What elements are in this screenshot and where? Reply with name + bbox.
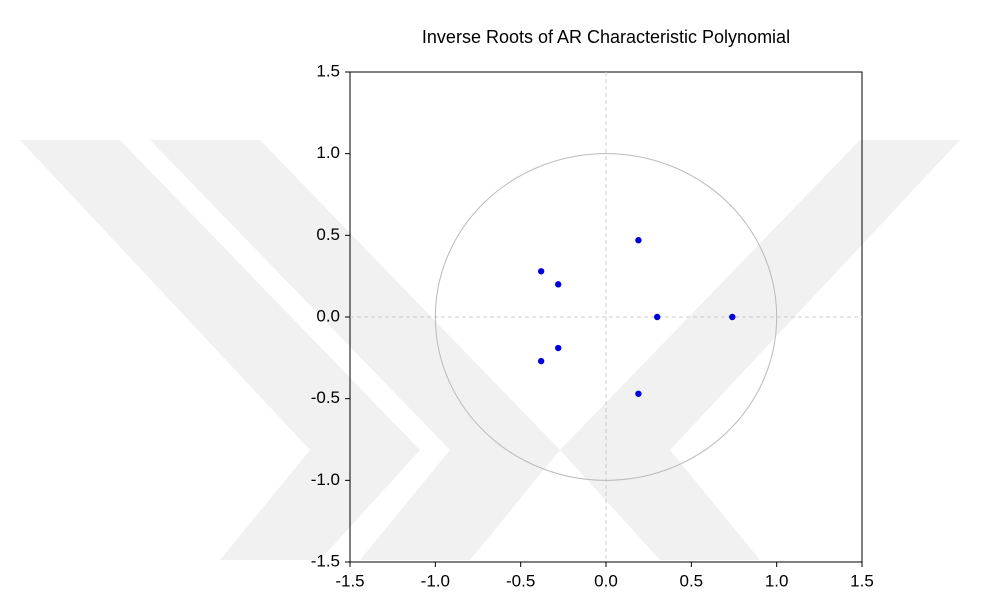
y-tick-label: -1.5	[311, 551, 340, 570]
x-tick-label: -1.5	[335, 571, 364, 590]
point	[635, 390, 642, 397]
x-tick-label: 0.5	[680, 571, 704, 590]
y-tick-label: -0.5	[311, 388, 340, 407]
y-tick-label: 1.0	[316, 143, 340, 162]
x-tick-label: -1.0	[421, 571, 450, 590]
watermark	[20, 140, 960, 560]
point	[537, 357, 545, 365]
point	[555, 344, 562, 352]
point	[654, 313, 661, 321]
x-tick-label: 1.5	[850, 571, 874, 590]
y-tick-label: -1.0	[311, 470, 340, 489]
x-tick-label: 1.0	[765, 571, 789, 590]
x-tick-label: -0.5	[506, 571, 535, 590]
x-tick-label: 0.0	[594, 571, 618, 590]
y-tick-label: 0.5	[316, 225, 340, 244]
point	[537, 268, 545, 275]
chart-title: Inverse Roots of AR Characteristic Polyn…	[422, 27, 790, 47]
point	[555, 281, 562, 288]
y-tick-label: 0.0	[316, 306, 340, 325]
point	[729, 313, 736, 321]
unit-circle	[434, 153, 778, 481]
y-tick-label: 1.5	[316, 61, 340, 80]
point	[635, 237, 642, 244]
